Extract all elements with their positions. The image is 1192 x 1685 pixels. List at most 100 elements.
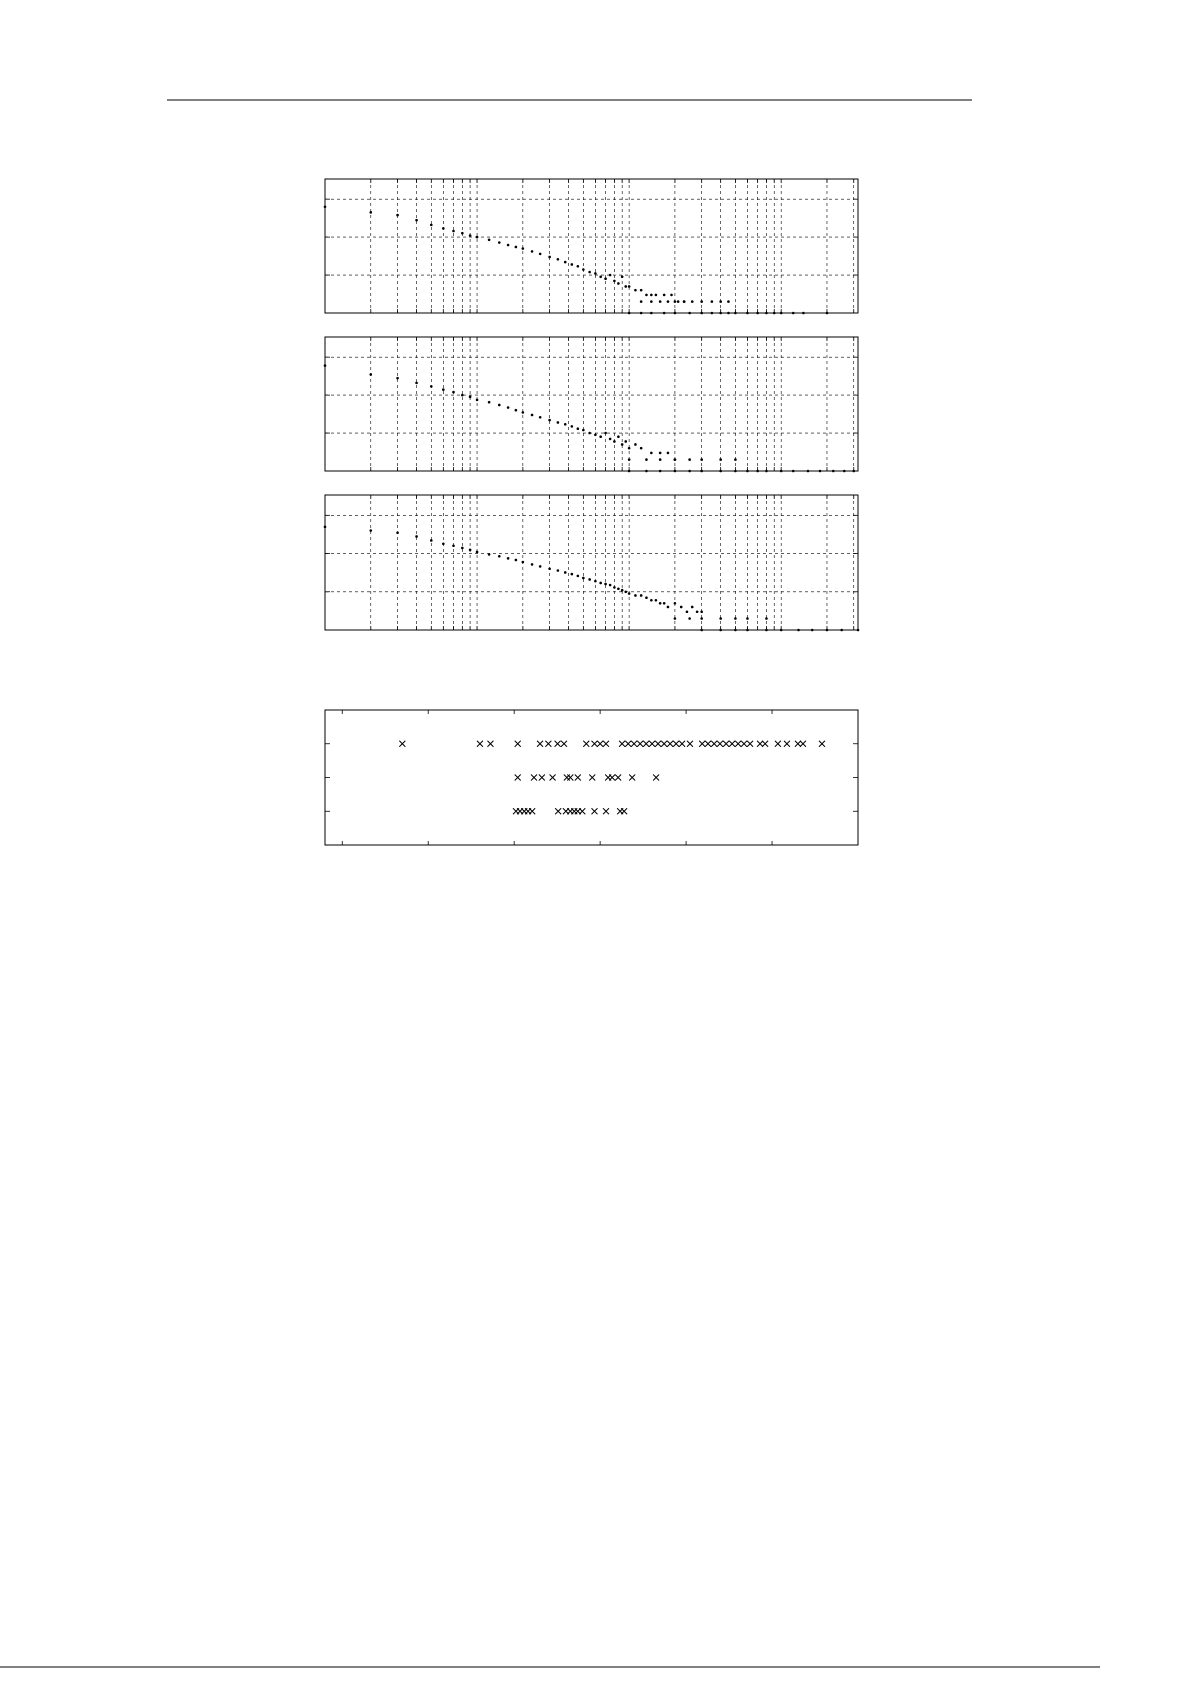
data-point: [613, 279, 616, 283]
data-point: [475, 550, 479, 554]
data-point: [634, 594, 637, 597]
data-point: [630, 740, 638, 748]
data-point: [765, 469, 768, 473]
data-point: [658, 469, 662, 473]
data-point: [673, 601, 677, 605]
data-point: [487, 740, 494, 748]
data-point: [765, 617, 768, 620]
data-point: [548, 418, 551, 422]
data-point: [700, 300, 703, 303]
data-point: [514, 245, 518, 249]
data-point: [563, 571, 567, 574]
data-point: [604, 582, 607, 586]
data-point: [639, 446, 643, 450]
data-point: [476, 740, 484, 748]
data-point: [650, 451, 653, 455]
data-point: [727, 311, 730, 315]
data-point: [620, 807, 628, 815]
data-point: [710, 311, 714, 315]
data-point: [530, 250, 534, 253]
data-point: [756, 311, 759, 315]
data-point: [594, 272, 597, 275]
data-point: [596, 740, 604, 748]
data-point: [666, 451, 670, 455]
data-point: [642, 740, 650, 748]
data-point: [563, 260, 567, 264]
data-point: [700, 469, 703, 473]
data-point: [574, 774, 582, 781]
data-point: [369, 529, 373, 532]
data-point: [719, 311, 722, 315]
data-point: [645, 293, 648, 297]
data-point: [650, 598, 653, 602]
data-point: [825, 311, 829, 315]
data-point: [556, 258, 560, 261]
data-point: [765, 628, 768, 632]
data-point: [497, 403, 501, 407]
data-point: [779, 628, 783, 632]
data-point: [452, 390, 455, 394]
data-point: [662, 311, 666, 315]
data-point: [549, 774, 556, 781]
data-point: [604, 431, 607, 435]
data-point: [695, 610, 699, 614]
data-point: [429, 539, 433, 542]
data-point: [530, 774, 538, 781]
data-point: [487, 238, 491, 242]
data-point: [624, 440, 628, 443]
data-point: [591, 807, 598, 815]
data-point: [599, 581, 602, 585]
data-point: [722, 740, 730, 748]
data-point: [652, 774, 660, 781]
data-point: [429, 223, 433, 227]
data-point: [487, 400, 491, 404]
data-point: [624, 285, 628, 288]
data-point: [461, 546, 464, 550]
data-point: [514, 740, 522, 748]
data-point: [648, 740, 656, 748]
data-point: [746, 740, 754, 748]
data-point: [369, 373, 373, 376]
data-point: [548, 567, 551, 571]
data-point: [856, 628, 860, 632]
data-point: [840, 628, 843, 632]
data-point: [825, 628, 829, 632]
data-point: [794, 740, 802, 748]
data-point: [617, 435, 620, 439]
data-point: [654, 740, 662, 748]
data-point: [624, 740, 632, 748]
data-point: [521, 247, 525, 250]
data-point: [468, 234, 472, 237]
data-point: [323, 205, 327, 209]
data-point: [719, 469, 722, 473]
data-point: [666, 605, 670, 609]
data-point: [700, 311, 703, 315]
data-point: [678, 740, 686, 748]
data-point: [627, 311, 631, 315]
data-point: [578, 807, 586, 815]
data-point: [588, 431, 591, 435]
data-point: [396, 376, 399, 380]
data-point: [802, 311, 805, 315]
data-point: [670, 293, 673, 297]
data-point: [686, 740, 694, 748]
data-point: [576, 427, 580, 431]
data-point: [591, 740, 598, 748]
data-point: [734, 311, 737, 315]
data-point: [774, 740, 782, 748]
data-point: [521, 560, 525, 564]
data-point: [685, 610, 689, 614]
data-point: [461, 231, 464, 235]
data-point: [765, 311, 768, 315]
data-point: [627, 446, 631, 450]
data-point: [530, 563, 534, 566]
data-point: [627, 285, 631, 288]
data-point: [323, 364, 327, 367]
data-point: [734, 458, 737, 461]
data-point: [514, 558, 518, 562]
data-point: [415, 535, 418, 538]
data-point: [617, 587, 620, 591]
data-point: [528, 807, 536, 815]
data-point: [415, 381, 418, 385]
